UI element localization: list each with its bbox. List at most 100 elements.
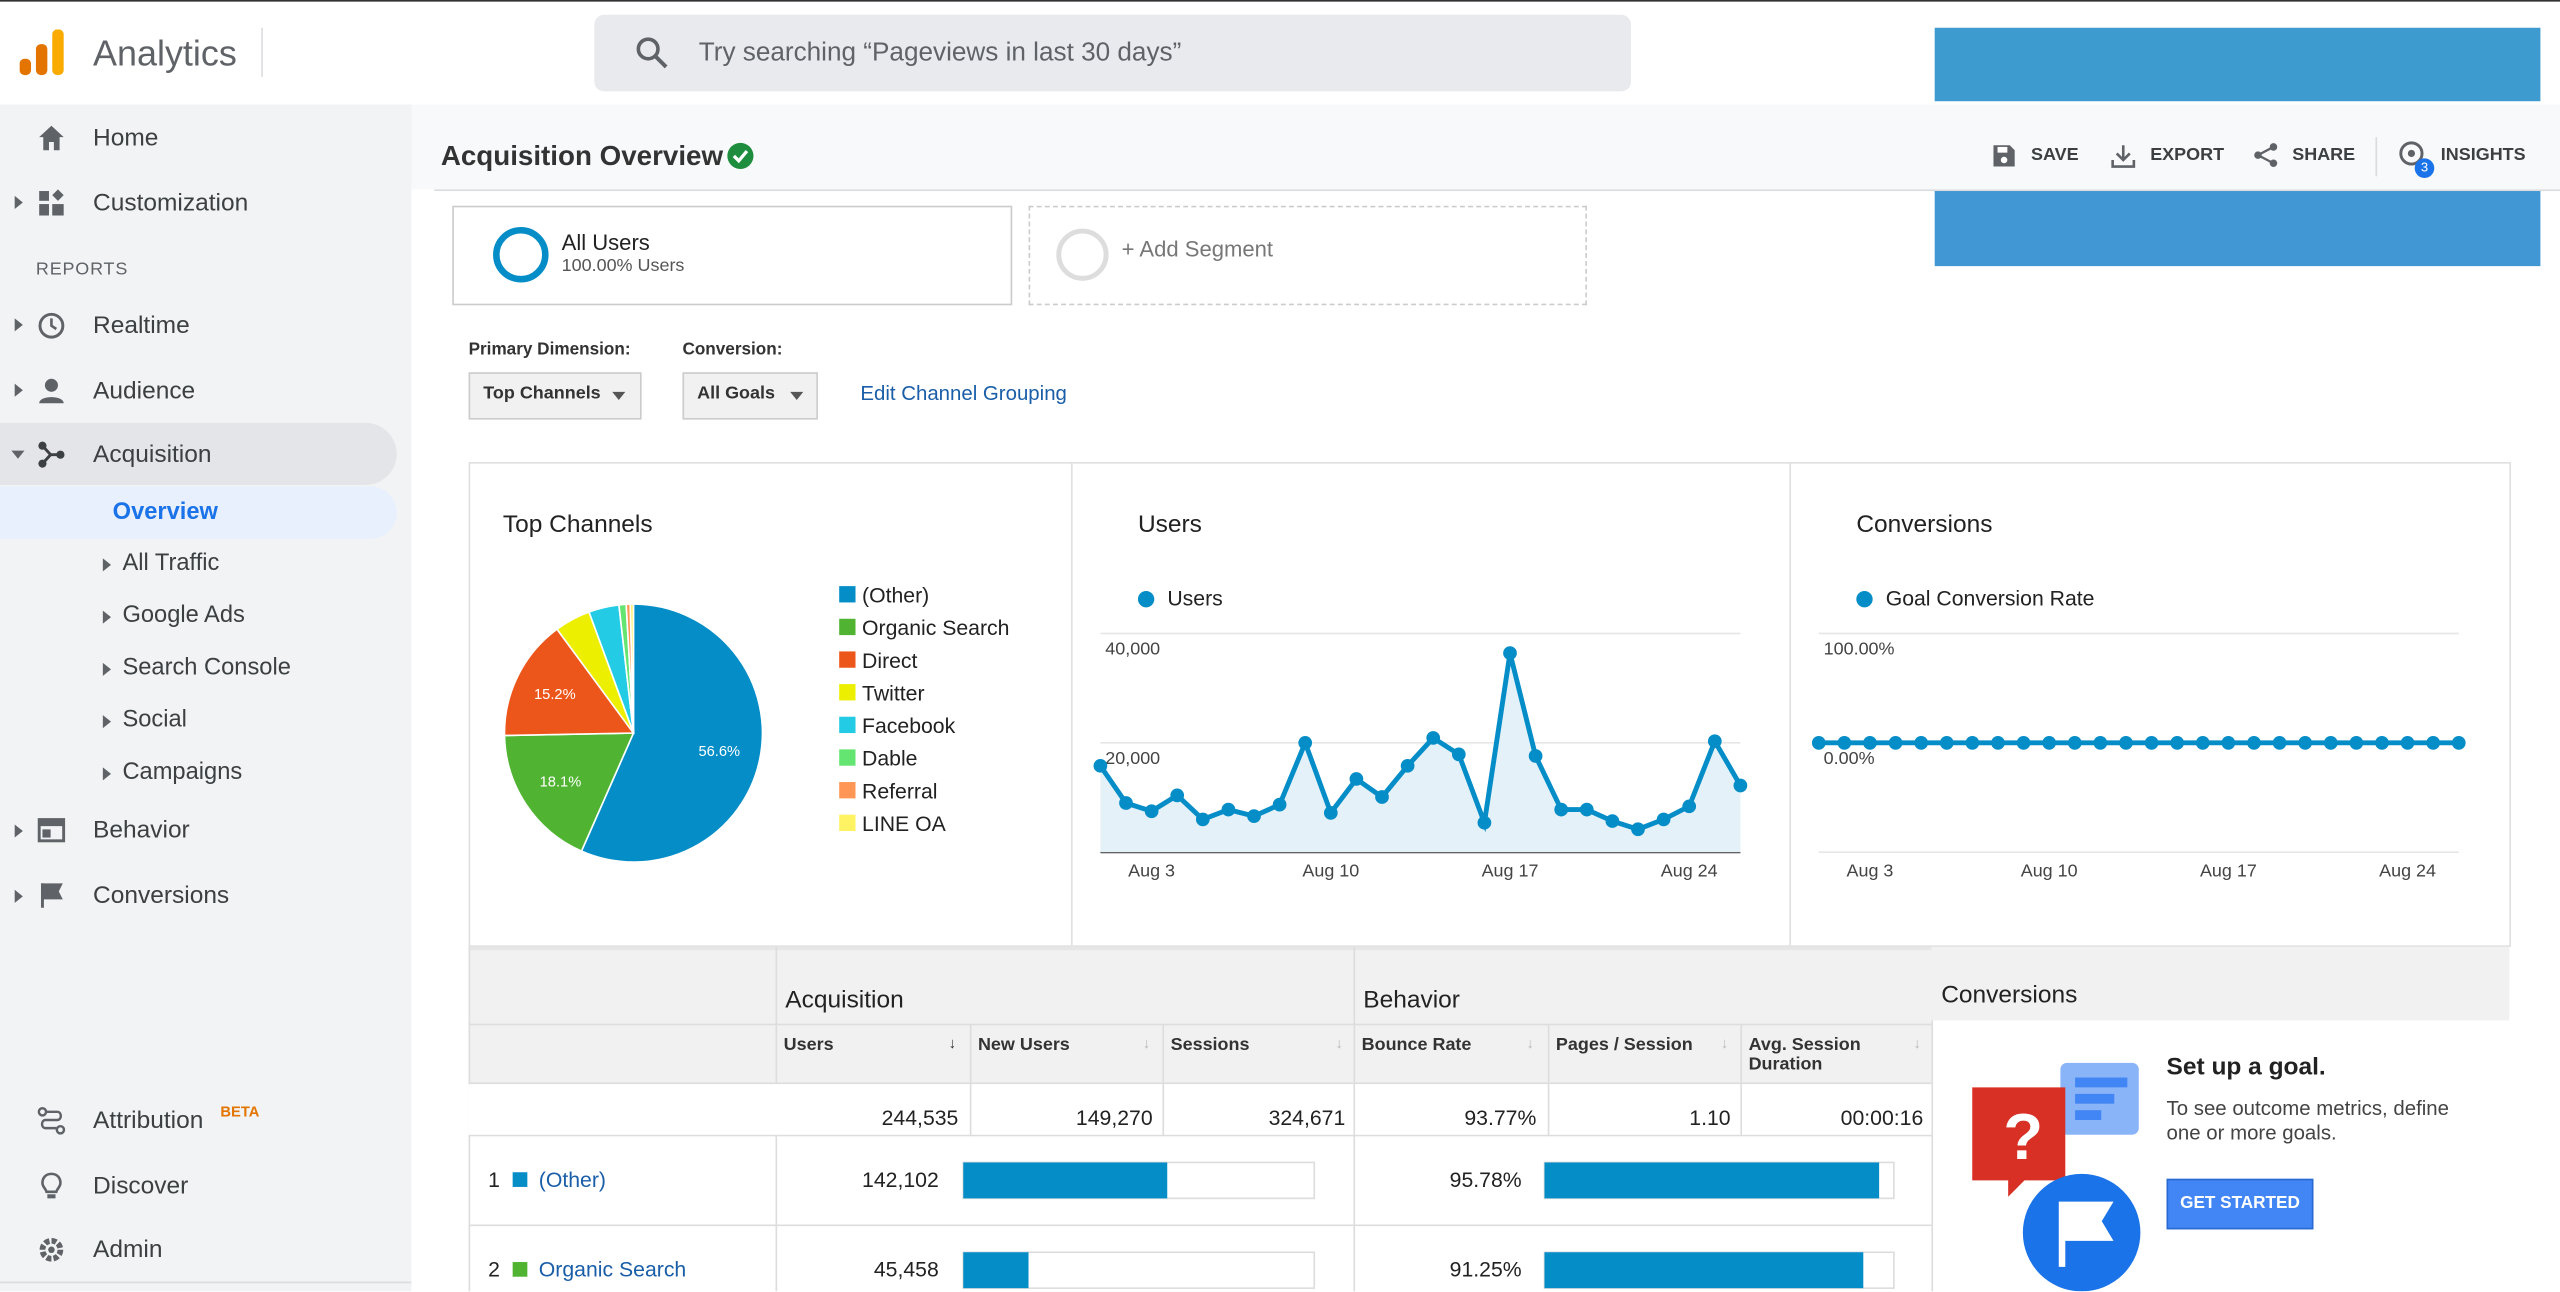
x-tick-label: Aug 10	[2021, 861, 2078, 881]
segment-ring	[1056, 228, 1109, 281]
goal-text: To see outcome metrics, define one or mo…	[2166, 1097, 2449, 1145]
point	[2400, 735, 2415, 750]
table-header	[468, 946, 1932, 1085]
nav-active-bg	[0, 422, 397, 485]
x-tick-label: Aug 24	[2379, 861, 2436, 881]
sidebar	[0, 104, 412, 1292]
nav-subitem[interactable]: All Traffic	[122, 550, 220, 577]
expand-caret	[102, 767, 112, 781]
conversions-icon	[40, 883, 63, 908]
column-header: Avg. Session Duration	[1748, 1035, 1861, 1075]
nav-item[interactable]: Behavior	[93, 816, 190, 845]
divider	[1353, 1025, 1356, 1137]
edit-link[interactable]: Edit Channel Grouping	[860, 382, 1067, 405]
column-header: Pages / Session	[1555, 1035, 1693, 1055]
control-label: Primary Dimension:	[468, 339, 631, 360]
acquisition-icon	[38, 441, 65, 468]
nav-item[interactable]: Conversions	[93, 881, 230, 910]
nav-item[interactable]: Audience	[93, 377, 196, 405]
sort-arrow: ↓	[1142, 1035, 1151, 1052]
add-segment: + Add Segment	[1121, 236, 1273, 262]
nav-subitem[interactable]: Social	[122, 706, 187, 734]
action-button[interactable]: EXPORT	[2150, 145, 2225, 165]
y-tick-label: 0.00%	[1824, 748, 1875, 768]
point	[2221, 735, 2236, 750]
nav-item[interactable]: Discover	[93, 1172, 189, 1200]
divider	[969, 1025, 972, 1137]
expand-caret	[102, 715, 112, 729]
add-segment-card[interactable]	[1028, 205, 1587, 306]
chart-panel	[468, 462, 2512, 947]
divider	[468, 1134, 1932, 1137]
point	[2426, 735, 2441, 750]
nav-subitem[interactable]: Campaigns	[122, 759, 243, 786]
slice-label: 18.1%	[540, 775, 582, 791]
action-button[interactable]: SAVE	[2031, 145, 2079, 165]
expand-caret	[102, 558, 112, 572]
nav-subitem[interactable]: Search Console	[122, 654, 291, 681]
divider	[1547, 1025, 1550, 1137]
sort-arrow: ↓	[1913, 1035, 1921, 1052]
goal-heading: Set up a goal.	[2166, 1053, 2326, 1081]
nav-subitem[interactable]: Overview	[112, 499, 218, 526]
column-header: Sessions	[1170, 1035, 1250, 1055]
column-group: Acquisition	[785, 986, 904, 1014]
point	[2042, 735, 2057, 750]
divider	[468, 1082, 1932, 1085]
insights-icon	[2399, 141, 2424, 166]
row-channel[interactable]: Organic Search	[538, 1257, 687, 1282]
point	[1221, 802, 1236, 817]
row-users: 142,102	[862, 1167, 939, 1192]
x-tick-label: Aug 3	[1847, 861, 1894, 881]
goal-illustration: ?	[1972, 1062, 2141, 1292]
nav-item[interactable]: Realtime	[93, 311, 190, 340]
report-header	[411, 104, 2560, 190]
redacted-block	[1934, 27, 2541, 102]
nav-item[interactable]: Home	[93, 124, 159, 152]
total-value: 244,535	[881, 1105, 959, 1130]
point	[1349, 772, 1364, 786]
pie-slice	[629, 603, 635, 734]
expand-caret	[14, 383, 23, 397]
goal-title: Conversions	[1941, 981, 2078, 1009]
nav-item[interactable]: Customization	[93, 189, 249, 218]
point	[1375, 790, 1389, 804]
y-tick-label: 100.00%	[1824, 639, 1895, 659]
total-value: 00:00:16	[1840, 1105, 1924, 1130]
totals-row	[468, 1084, 776, 1135]
point	[1247, 809, 1261, 824]
point	[1170, 788, 1185, 803]
divider	[434, 189, 2560, 192]
nav-subitem[interactable]: Google Ads	[122, 602, 245, 629]
divider	[1162, 1025, 1165, 1137]
nav-item[interactable]: Acquisition	[93, 440, 212, 469]
segment-ring	[493, 226, 549, 283]
goal-panel-header	[1931, 946, 2510, 1021]
legend-swatch	[839, 782, 856, 799]
expand-caret	[14, 318, 23, 332]
legend-marker	[1137, 591, 1155, 608]
search-placeholder: Try searching “Pageviews in last 30 days…	[698, 39, 1182, 67]
divider	[2375, 137, 2378, 177]
section-heading: REPORTS	[35, 259, 129, 280]
action-button[interactable]: SHARE	[2292, 145, 2356, 165]
point	[2375, 735, 2389, 750]
get-started-button[interactable]: GET STARTED	[2166, 1178, 2314, 1230]
nav-item[interactable]: Admin	[93, 1235, 163, 1264]
point	[2170, 735, 2185, 750]
point	[1579, 802, 1594, 817]
legend-swatch	[839, 684, 856, 701]
sort-arrow: ↓	[1526, 1035, 1534, 1052]
point	[1323, 806, 1338, 820]
legend-label: Twitter	[862, 682, 925, 705]
search-box[interactable]	[594, 14, 1632, 92]
row-channel[interactable]: (Other)	[538, 1167, 606, 1192]
nav-item[interactable]: Attribution	[93, 1106, 204, 1135]
action-button[interactable]: INSIGHTS	[2440, 145, 2526, 165]
total-value: 1.10	[1689, 1105, 1731, 1130]
legend-label: Facebook	[862, 715, 956, 738]
point	[1195, 812, 1210, 827]
point	[1451, 747, 1466, 762]
column-group: Behavior	[1363, 986, 1460, 1014]
segment-detail: 100.00% Users	[561, 256, 685, 276]
